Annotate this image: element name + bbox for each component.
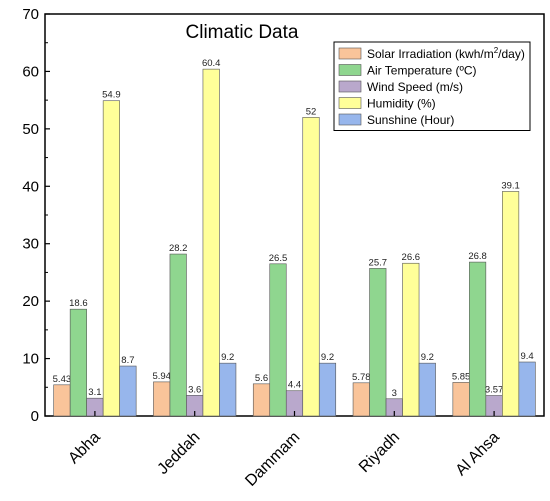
bar-data-label: 3.6: [188, 384, 201, 395]
bar: [252, 383, 271, 417]
legend-label: Sunshine (Hour): [367, 113, 454, 127]
bar-data-label: 54.9: [102, 90, 121, 101]
bar-data-label: 18.6: [69, 298, 88, 309]
y-tick-label: 60: [22, 63, 39, 80]
bar: [452, 382, 470, 417]
bar-data-label: 52: [306, 106, 317, 117]
legend-swatch: [338, 47, 362, 60]
bar-data-label: 3.1: [88, 387, 101, 398]
bar: [153, 381, 171, 417]
bar: [502, 191, 520, 417]
bar: [202, 68, 220, 417]
bar-data-label: 9.4: [520, 351, 533, 362]
bar-data-label: 5.94: [152, 371, 171, 382]
y-tick-label: 50: [22, 121, 39, 138]
bar: [302, 117, 320, 417]
x-category-label: Jeddah: [154, 429, 203, 478]
y-tick-label: 30: [22, 236, 39, 253]
legend-swatch: [338, 80, 362, 93]
x-axis: Abha Jeddah Dammam Riyadh Al Ahsa: [65, 411, 503, 490]
bar-data-label: 3.57: [485, 384, 504, 395]
bar-data-label: 28.2: [169, 243, 188, 254]
bar: [352, 382, 370, 417]
bars-group: 5.43 18.6 3.1 54.9 8.7 5.94 28.2 3.6 60.4 9.2 5.6 2…: [53, 58, 536, 417]
bar-data-label: 25.7: [369, 257, 388, 268]
bar: [469, 261, 487, 417]
bar-data-label: 26.6: [402, 252, 421, 263]
y-tick-label: 10: [22, 351, 39, 368]
bar-data-label: 5.43: [53, 374, 72, 385]
bar: [219, 362, 237, 417]
bar-data-label: 60.4: [202, 58, 221, 69]
y-tick-label: 0: [31, 408, 39, 425]
bar: [69, 308, 87, 417]
x-category-label: Al Ahsa: [453, 429, 503, 479]
y-tick-label: 70: [22, 6, 39, 23]
chart-title: Climatic Data: [186, 22, 299, 43]
bar: [102, 100, 120, 417]
x-category-label: Riyadh: [356, 429, 403, 476]
bar-data-label: 4.4: [288, 380, 301, 391]
bar: [369, 268, 387, 417]
y-tick-label: 20: [22, 293, 39, 310]
y-tick-label: 40: [22, 178, 39, 195]
bar-data-label: 9.2: [421, 352, 434, 363]
bar: [53, 384, 71, 417]
bar: [269, 263, 287, 417]
bar-data-label: 5.85: [452, 371, 471, 382]
bar: [518, 361, 536, 417]
bar-data-label: 39.1: [501, 180, 520, 191]
bar-data-label: 8.7: [121, 355, 134, 366]
bar: [418, 362, 436, 417]
legend-box: [333, 41, 531, 131]
legend-swatch: [338, 64, 362, 76]
x-category-label: Dammam: [242, 429, 303, 490]
legend-swatch: [338, 113, 362, 126]
bar-data-label: 9.2: [321, 352, 334, 363]
bar-data-label: 3: [392, 388, 397, 399]
legend-label: Wind Speed (m/s): [367, 80, 463, 94]
legend-label: Solar Irradiation (kwh/m2/day): [367, 46, 525, 61]
legend-label: Humidity (%): [367, 97, 436, 111]
bar: [318, 362, 337, 417]
bar: [402, 262, 420, 417]
bar: [119, 365, 137, 417]
legend-swatch: [338, 97, 362, 109]
bar-data-label: 26.8: [468, 251, 487, 262]
bar-data-label: 26.5: [269, 253, 288, 264]
legend: Solar Irradiation (kwh/m2/day) Air Temper…: [333, 41, 531, 131]
x-category-label: Abha: [65, 429, 104, 468]
bar-data-label: 5.78: [352, 372, 371, 383]
bar-data-label: 5.6: [255, 373, 268, 384]
legend-label: Air Temperature (ºC): [367, 64, 477, 78]
y-axis: 0 10 20 30 40 50 60 70: [22, 6, 50, 425]
bar: [169, 253, 187, 417]
bar-data-label: 9.2: [221, 352, 234, 363]
